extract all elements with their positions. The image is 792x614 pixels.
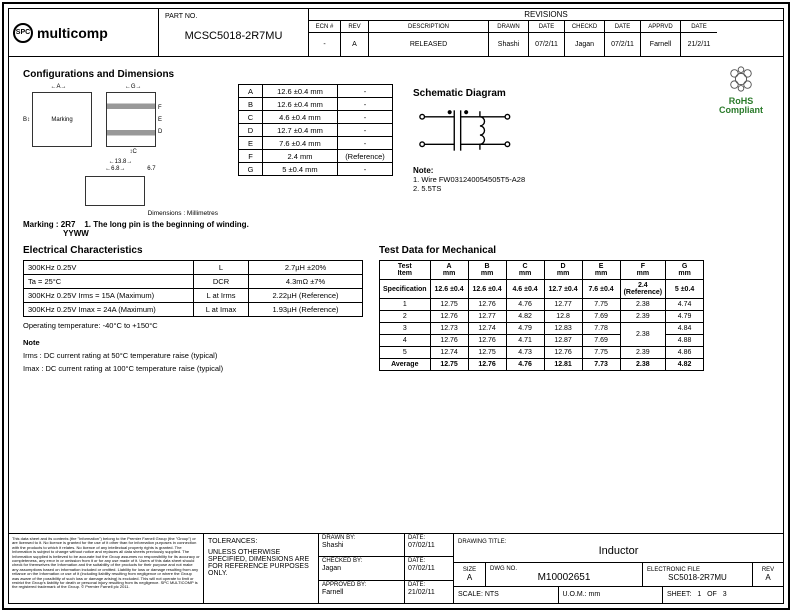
rev-col-val: 07/2/11 bbox=[605, 33, 640, 56]
rev-col-val: Jagan bbox=[565, 33, 604, 56]
revisions-box: REVISIONS ECN #-REVADESCRIPTIONRELEASEDD… bbox=[309, 9, 783, 56]
spc-badge-icon: SPC bbox=[13, 23, 33, 43]
tolerances-box: TOLERANCES: UNLESS OTHERWISE SPECIFIED, … bbox=[204, 534, 319, 603]
rev-col-head: DATE bbox=[529, 21, 564, 33]
schematic-title: Schematic Diagram bbox=[413, 88, 613, 99]
approval-row: DRAWN BY:ShashiDATE:07/02/11 bbox=[319, 534, 453, 557]
package-drawings: ←A→ B↕ Marking ←G→ FED ↕C bbox=[23, 84, 218, 217]
rev-col-val: 21/2/11 bbox=[681, 33, 717, 56]
elec-row: Ta = 25°CDCR4.3mΩ ±7% bbox=[24, 275, 363, 289]
rev-col-head: APPRVD bbox=[641, 21, 680, 33]
mech-row: 212.7612.774.8212.87.692.394.79 bbox=[380, 311, 704, 323]
elec-note-label: Note bbox=[23, 338, 363, 347]
body: RoHS Compliant Configurations and Dimens… bbox=[9, 57, 783, 531]
dim-row: F2.4 mm(Reference) bbox=[239, 150, 393, 163]
dim-row: A12.6 ±0.4 mm- bbox=[239, 85, 393, 98]
dim-row: E7.6 ±0.4 mm- bbox=[239, 137, 393, 150]
dim-units: Dimensions : Millimetres bbox=[23, 210, 218, 217]
approvals-box: DRAWN BY:ShashiDATE:07/02/11CHECKED BY:J… bbox=[319, 534, 454, 603]
part-no-box: PART NO. MCSC5018-2R7MU bbox=[159, 9, 309, 56]
dimensions-table: A12.6 ±0.4 mm-B12.6 ±0.4 mm-C4.6 ±0.4 mm… bbox=[238, 84, 393, 176]
rev-col-head: DATE bbox=[681, 21, 717, 33]
part-no-label: PART NO. bbox=[159, 13, 308, 20]
rev-col-head: REV bbox=[341, 21, 368, 33]
electrical-table: 300KHz 0.25VL2.7µH ±20%Ta = 25°CDCR4.3mΩ… bbox=[23, 260, 363, 317]
approval-row: CHECKED BY:JaganDATE:07/02/11 bbox=[319, 557, 453, 580]
mech-row: 112.7512.764.7612.777.752.384.74 bbox=[380, 299, 704, 311]
schematic-note-2: 2. 5.5TS bbox=[413, 184, 613, 193]
mech-row: 312.7312.744.7912.837.782.384.84 bbox=[380, 323, 704, 335]
dim-row: B12.6 ±0.4 mm- bbox=[239, 98, 393, 111]
schematic-note-label: Note: bbox=[413, 166, 613, 175]
inner-frame: SPC multicomp PART NO. MCSC5018-2R7MU RE… bbox=[8, 8, 784, 604]
pkg-top-view: Marking bbox=[32, 92, 92, 147]
marking-line: Marking : 2R7 1. The long pin is the beg… bbox=[23, 220, 769, 238]
schematic-note-1: 1. Wire FW031240054505T5-A28 bbox=[413, 175, 613, 184]
rev-col-head: CHECKD bbox=[565, 21, 604, 33]
pkg-side-view bbox=[106, 92, 156, 147]
logo-text: multicomp bbox=[37, 25, 108, 41]
elec-note-imax: Imax : DC current rating at 100°C temper… bbox=[23, 364, 363, 373]
dim-row: D12.7 ±0.4 mm- bbox=[239, 124, 393, 137]
title-block: This data sheet and its contents (the "I… bbox=[9, 533, 783, 603]
fine-print: This data sheet and its contents (the "I… bbox=[9, 534, 204, 603]
elec-row: 300KHz 0.25V Imax = 24A (Maximum)L at Im… bbox=[24, 303, 363, 317]
rohs-icon bbox=[727, 65, 755, 93]
rohs-badge: RoHS Compliant bbox=[719, 65, 763, 115]
elec-row: 300KHz 0.25V Irms = 15A (Maximum)L at Ir… bbox=[24, 289, 363, 303]
config-title: Configurations and Dimensions bbox=[23, 69, 769, 80]
mech-avg-row: Average12.7512.764.7612.817.732.384.82 bbox=[380, 359, 704, 371]
elec-note-irms: Irms : DC current rating at 50°C tempera… bbox=[23, 351, 363, 360]
operating-temp: Operating temperature: -40°C to +150°C bbox=[23, 321, 363, 330]
schematic-box: Schematic Diagram Note: 1. Wire FW031240… bbox=[413, 84, 613, 193]
mechanical-box: Test Data for Mechanical TestItemAmmBmmC… bbox=[379, 241, 769, 373]
electrical-title: Electrical Characteristics bbox=[23, 245, 363, 256]
drawing-info: DRAWING TITLE: Inductor SIZEA DWG NO.M10… bbox=[454, 534, 783, 603]
rev-col-val: Farnell bbox=[641, 33, 680, 56]
elec-row: 300KHz 0.25VL2.7µH ±20% bbox=[24, 261, 363, 275]
rev-col-val: A bbox=[341, 33, 368, 56]
rohs-text-2: Compliant bbox=[719, 106, 763, 115]
rev-col-head: DESCRIPTION bbox=[369, 21, 488, 33]
mech-row: 512.7412.754.7312.767.752.394.86 bbox=[380, 347, 704, 359]
header: SPC multicomp PART NO. MCSC5018-2R7MU RE… bbox=[9, 9, 783, 57]
rev-col-val: Shashi bbox=[489, 33, 528, 56]
drawing-sheet: SPC multicomp PART NO. MCSC5018-2R7MU RE… bbox=[2, 2, 790, 610]
footprint-drawing bbox=[85, 176, 145, 206]
mechanical-table: TestItemAmmBmmCmmDmmEmmFmmGmmSpecificati… bbox=[379, 260, 704, 371]
part-no-value: MCSC5018-2R7MU bbox=[159, 20, 308, 42]
rev-col-val: RELEASED bbox=[369, 33, 488, 56]
rev-col-head: DATE bbox=[605, 21, 640, 33]
rev-col-head: ECN # bbox=[309, 21, 340, 33]
approval-row: APPROVED BY:FarnellDATE:21/02/11 bbox=[319, 581, 453, 603]
dim-row: G5 ±0.4 mm- bbox=[239, 163, 393, 176]
mech-row: TestItemAmmBmmCmmDmmEmmFmmGmm bbox=[380, 261, 704, 280]
rev-col-head: DRAWN bbox=[489, 21, 528, 33]
revisions-title: REVISIONS bbox=[309, 9, 783, 21]
rev-col-val: 07/2/11 bbox=[529, 33, 564, 56]
revisions-table: ECN #-REVADESCRIPTIONRELEASEDDRAWNShashi… bbox=[309, 21, 783, 56]
mechanical-title: Test Data for Mechanical bbox=[379, 245, 769, 256]
dim-row: C4.6 ±0.4 mm- bbox=[239, 111, 393, 124]
schematic-diagram bbox=[413, 103, 523, 158]
logo-box: SPC multicomp bbox=[9, 9, 159, 56]
mech-row: Specification12.6 ±0.412.6 ±0.44.6 ±0.41… bbox=[380, 280, 704, 299]
rev-col-val: - bbox=[309, 33, 340, 56]
electrical-box: Electrical Characteristics 300KHz 0.25VL… bbox=[23, 241, 363, 373]
